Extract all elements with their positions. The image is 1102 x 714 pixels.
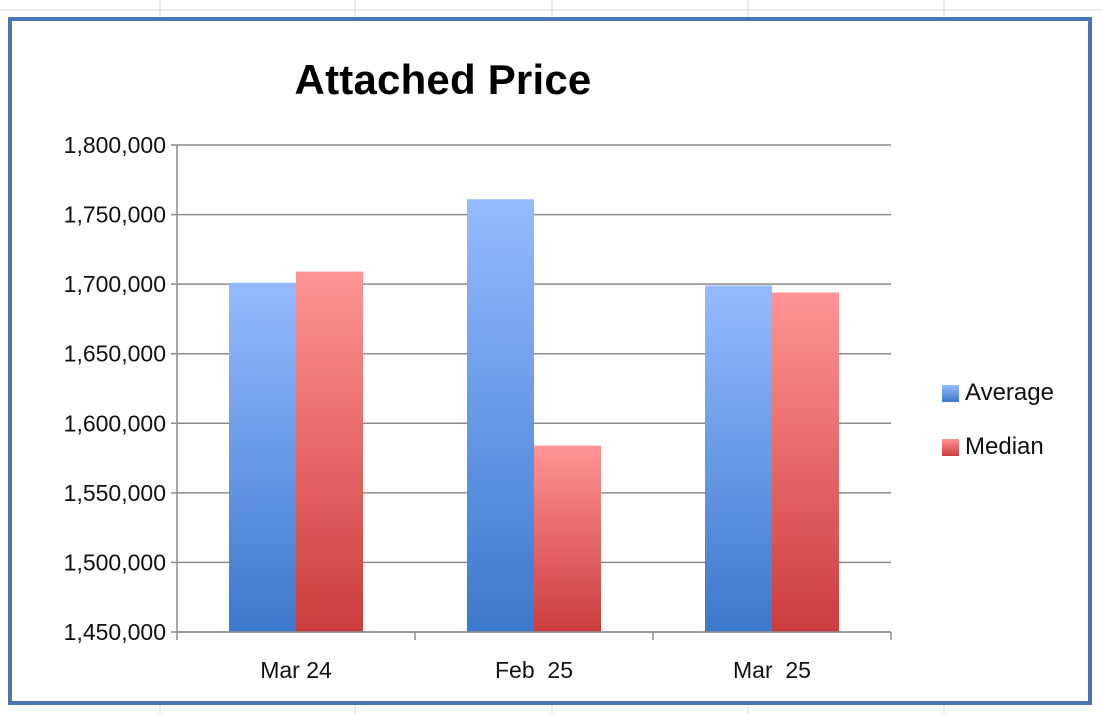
y-tick-label: 1,500,000 bbox=[64, 549, 166, 575]
y-tick-label: 1,450,000 bbox=[64, 619, 166, 645]
legend-swatch-average bbox=[942, 384, 959, 402]
bar-average-2 bbox=[467, 199, 534, 632]
bar-median-2 bbox=[534, 445, 601, 632]
x-tick-label: Feb 25 bbox=[495, 657, 573, 683]
bar-median-3 bbox=[772, 292, 839, 632]
y-tick-label: 1,750,000 bbox=[64, 202, 166, 228]
y-tick-label: 1,800,000 bbox=[64, 132, 166, 158]
legend-label-median: Median bbox=[965, 433, 1044, 460]
legend-item-median: Median bbox=[942, 420, 1054, 474]
y-tick-label: 1,700,000 bbox=[64, 271, 166, 297]
legend-label-average: Average bbox=[965, 379, 1054, 406]
bar-average-1 bbox=[229, 282, 296, 632]
bar-median-1 bbox=[296, 271, 363, 632]
y-tick-label: 1,550,000 bbox=[64, 480, 166, 506]
chart-legend: Average Median bbox=[942, 366, 1054, 474]
y-tick-label: 1,650,000 bbox=[64, 341, 166, 367]
x-tick-label: Mar 24 bbox=[260, 657, 332, 683]
bar-average-3 bbox=[705, 285, 772, 632]
legend-swatch-median bbox=[942, 438, 959, 456]
y-tick-label: 1,600,000 bbox=[64, 410, 166, 436]
x-tick-label: Mar 25 bbox=[733, 657, 811, 683]
legend-item-average: Average bbox=[942, 366, 1054, 420]
chart-title: Attached Price bbox=[294, 56, 592, 103]
